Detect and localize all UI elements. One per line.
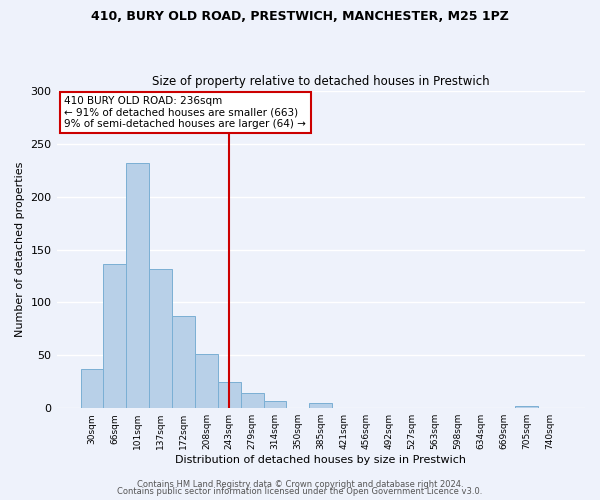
Bar <box>310 403 332 408</box>
Bar <box>218 382 241 408</box>
Bar <box>127 163 149 408</box>
Title: Size of property relative to detached houses in Prestwich: Size of property relative to detached ho… <box>152 76 490 88</box>
Bar <box>515 406 538 408</box>
Bar <box>149 268 172 408</box>
Bar <box>241 394 263 408</box>
Bar <box>80 369 103 408</box>
Y-axis label: Number of detached properties: Number of detached properties <box>15 162 25 338</box>
Bar <box>263 401 286 408</box>
Bar <box>195 354 218 408</box>
Text: Contains HM Land Registry data © Crown copyright and database right 2024.: Contains HM Land Registry data © Crown c… <box>137 480 463 489</box>
Text: 410, BURY OLD ROAD, PRESTWICH, MANCHESTER, M25 1PZ: 410, BURY OLD ROAD, PRESTWICH, MANCHESTE… <box>91 10 509 23</box>
Bar <box>172 316 195 408</box>
X-axis label: Distribution of detached houses by size in Prestwich: Distribution of detached houses by size … <box>175 455 466 465</box>
Text: 410 BURY OLD ROAD: 236sqm
← 91% of detached houses are smaller (663)
9% of semi-: 410 BURY OLD ROAD: 236sqm ← 91% of detac… <box>64 96 307 129</box>
Text: Contains public sector information licensed under the Open Government Licence v3: Contains public sector information licen… <box>118 487 482 496</box>
Bar <box>103 264 127 408</box>
